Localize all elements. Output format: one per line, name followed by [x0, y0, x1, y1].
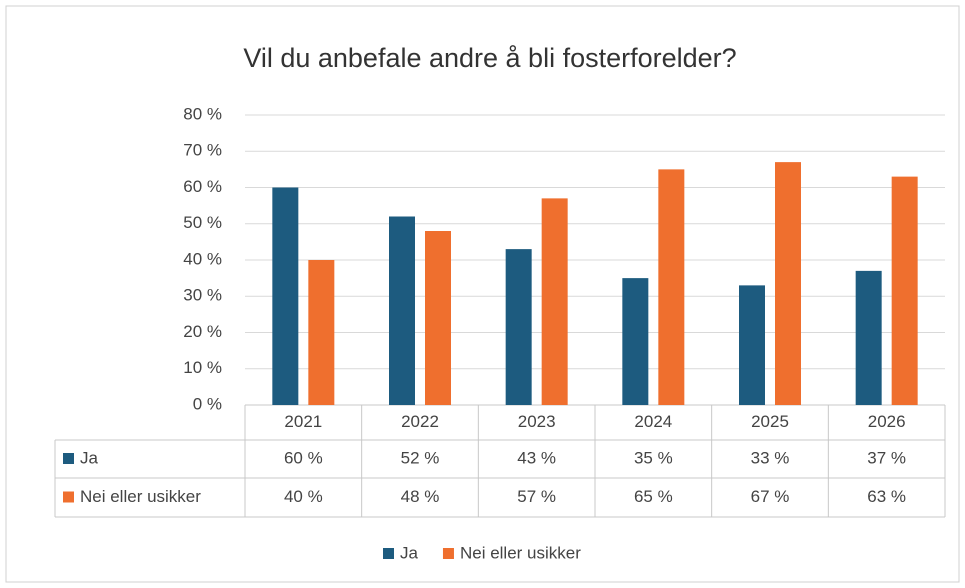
y-tick-label: 50 % — [183, 213, 222, 232]
table-cell: 35 % — [634, 448, 673, 467]
bar — [541, 198, 568, 405]
table-row-label: Nei eller usikker — [80, 487, 201, 506]
bar — [891, 176, 918, 405]
y-tick-label: 60 % — [183, 177, 222, 196]
bar — [775, 162, 801, 405]
table-legend-key — [63, 491, 74, 503]
table-cell: 40 % — [284, 487, 323, 506]
table-cell: 52 % — [401, 448, 440, 467]
x-tick-label: 2022 — [401, 412, 439, 431]
y-tick-label: 70 % — [183, 141, 222, 160]
table-cell: 37 % — [867, 448, 906, 467]
y-tick-label: 10 % — [183, 358, 222, 377]
bar — [308, 260, 335, 405]
table-row-label: Ja — [80, 448, 99, 467]
bar — [622, 278, 649, 405]
table-cell: 65 % — [634, 487, 673, 506]
table-cell: 33 % — [751, 448, 790, 467]
x-tick-label: 2023 — [518, 412, 556, 431]
y-tick-label: 80 % — [183, 104, 222, 123]
x-tick-label: 2025 — [751, 412, 789, 431]
bar — [389, 216, 415, 405]
bar — [658, 169, 685, 405]
x-tick-label: 2024 — [634, 412, 672, 431]
table-cell: 57 % — [517, 487, 556, 506]
table-cell: 67 % — [751, 487, 790, 506]
bar — [739, 285, 765, 405]
bar — [425, 231, 451, 405]
y-tick-label: 0 % — [193, 394, 222, 413]
legend-key — [383, 548, 394, 559]
table-cell: 43 % — [517, 448, 556, 467]
chart-title: Vil du anbefale andre å bli fosterforeld… — [243, 43, 736, 73]
bar — [505, 249, 532, 405]
table-cell: 63 % — [867, 487, 906, 506]
legend-label: Nei eller usikker — [460, 543, 581, 562]
y-tick-label: 40 % — [183, 249, 222, 268]
legend-key — [442, 548, 454, 559]
table-cell: 48 % — [401, 487, 440, 506]
legend-label: Ja — [400, 543, 419, 562]
table-cell: 60 % — [284, 448, 323, 467]
x-tick-label: 2026 — [868, 412, 906, 431]
bar — [855, 270, 882, 405]
table-legend-key — [63, 453, 74, 464]
y-tick-label: 20 % — [183, 322, 222, 341]
x-tick-label: 2021 — [284, 412, 322, 431]
y-tick-label: 30 % — [183, 286, 222, 305]
bar — [272, 187, 299, 405]
